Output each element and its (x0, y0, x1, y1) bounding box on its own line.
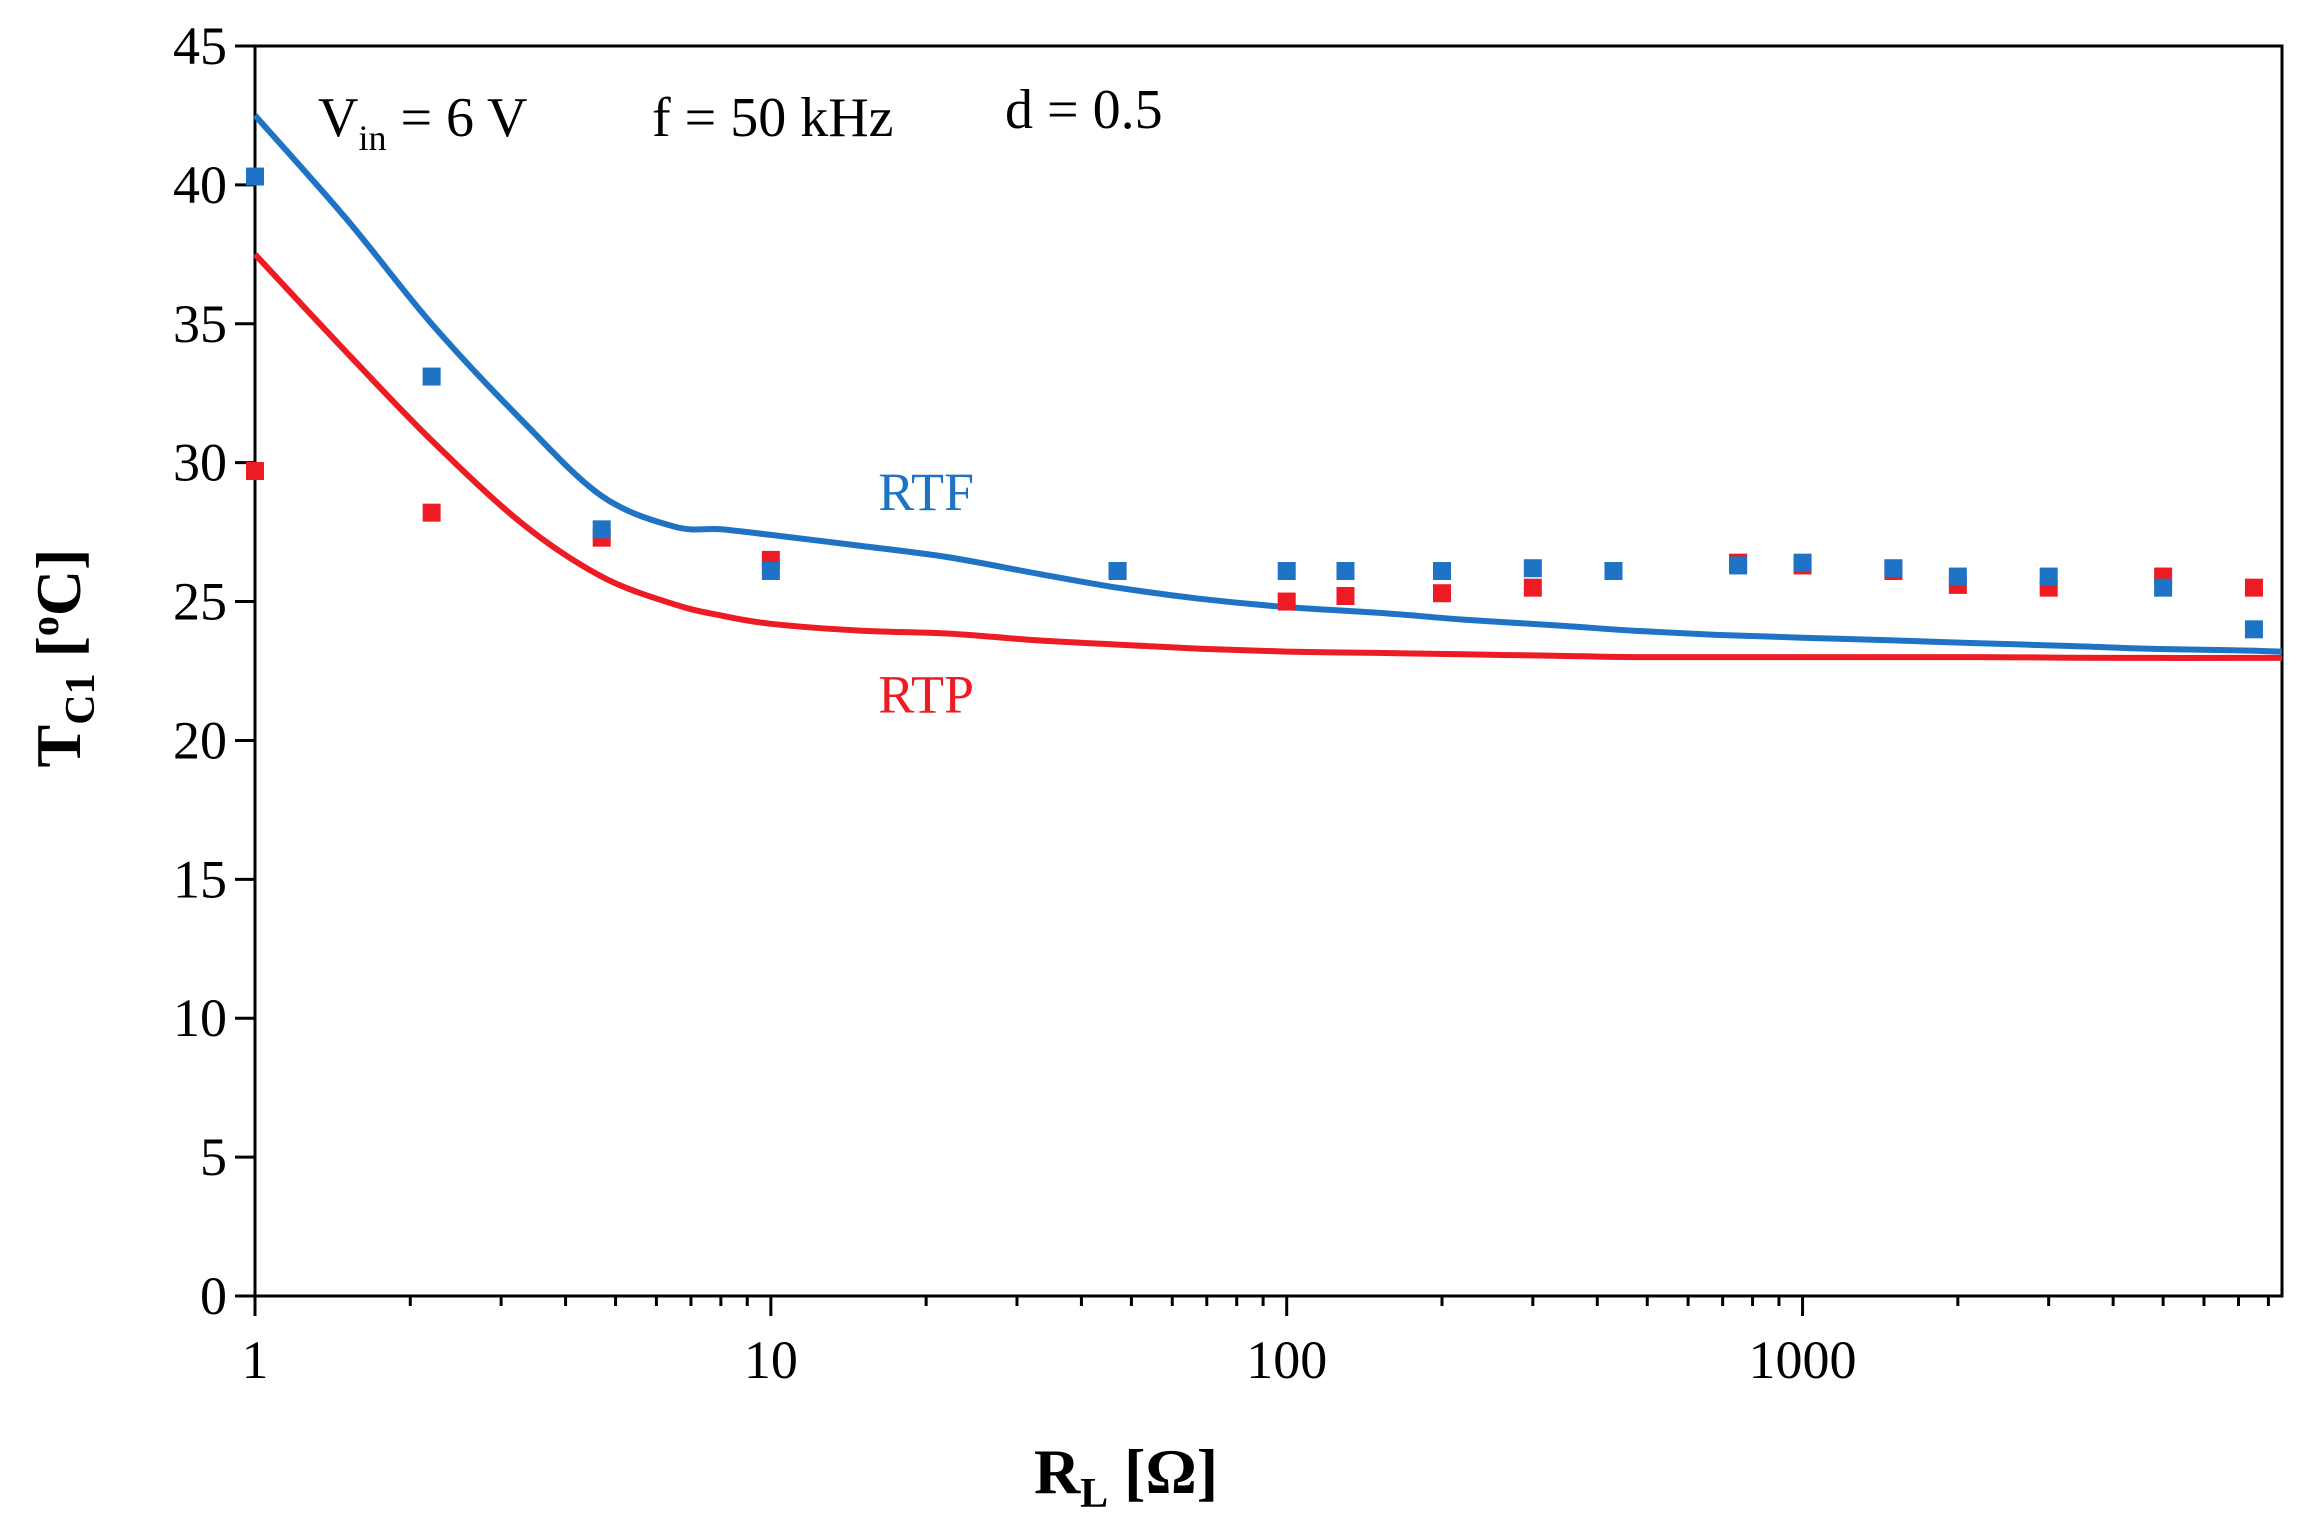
y-axis-title: TC1 [oC] (22, 549, 104, 768)
data-point-rtp (2244, 578, 2263, 597)
data-point-rtf (1336, 562, 1355, 580)
data-point-rtf (592, 520, 611, 539)
data-point-rtp (422, 503, 441, 522)
y-tick-label: 15 (173, 849, 227, 909)
data-point-rtp (1336, 587, 1355, 605)
y-tick-label: 30 (173, 433, 227, 493)
series-points (246, 167, 2263, 639)
series-line-rtp (252, 252, 2282, 661)
series-lines (252, 113, 2283, 661)
series-label-rtp: RTP (878, 665, 974, 725)
data-point-rtf (1604, 562, 1623, 580)
data-point-rtp (1523, 578, 1542, 597)
x-tick-label: 10 (744, 1330, 798, 1390)
x-tick-label: 100 (1246, 1330, 1327, 1390)
y-tick-label: 40 (173, 155, 227, 215)
data-point-rtf (1793, 553, 1812, 572)
annotation-vin: Vin = 6 V (318, 87, 527, 158)
x-tick-label: 1 (242, 1330, 269, 1390)
data-point-rtf (2244, 620, 2263, 639)
data-point-rtp (1432, 584, 1451, 603)
y-tick-label: 10 (173, 988, 227, 1048)
x-axis-title: RL [Ω] (1034, 1436, 1218, 1517)
data-point-rtf (2039, 567, 2058, 586)
series-labels: RTF RTP (878, 462, 974, 725)
data-point-rtp (246, 462, 264, 480)
x-tick-label: 1000 (1749, 1330, 1857, 1390)
data-point-rtf (422, 367, 441, 386)
data-point-rtf (1884, 559, 1903, 578)
data-point-rtf (2154, 578, 2173, 597)
series-line-rtf (252, 113, 2283, 655)
plot-area (253, 44, 2284, 1298)
annotation-frequency: f = 50 kHz (652, 87, 894, 149)
data-point-rtf (1108, 562, 1127, 580)
data-point-rtf (1523, 559, 1542, 578)
plot-border (253, 44, 2284, 1298)
x-axis-ticks: 1 10 100 1000 (242, 1296, 2270, 1390)
data-point-rtf (761, 562, 780, 580)
data-point-rtf (1948, 567, 1967, 586)
y-axis-ticks: 0 5 10 15 20 25 30 35 40 45 (173, 16, 255, 1326)
annotation-duty: d = 0.5 (1005, 79, 1163, 141)
data-point-rtp (1277, 592, 1296, 611)
data-point-rtf (1432, 562, 1451, 580)
y-tick-label: 0 (200, 1266, 227, 1326)
data-point-rtf (1277, 562, 1296, 580)
y-tick-label: 20 (173, 710, 227, 770)
y-tick-label: 35 (173, 294, 227, 354)
y-tick-label: 45 (173, 16, 227, 76)
series-label-rtf: RTF (878, 462, 974, 522)
y-tick-label: 25 (173, 572, 227, 632)
data-point-rtf (246, 167, 264, 186)
y-tick-label: 5 (200, 1127, 227, 1187)
data-point-rtf (1729, 556, 1748, 575)
